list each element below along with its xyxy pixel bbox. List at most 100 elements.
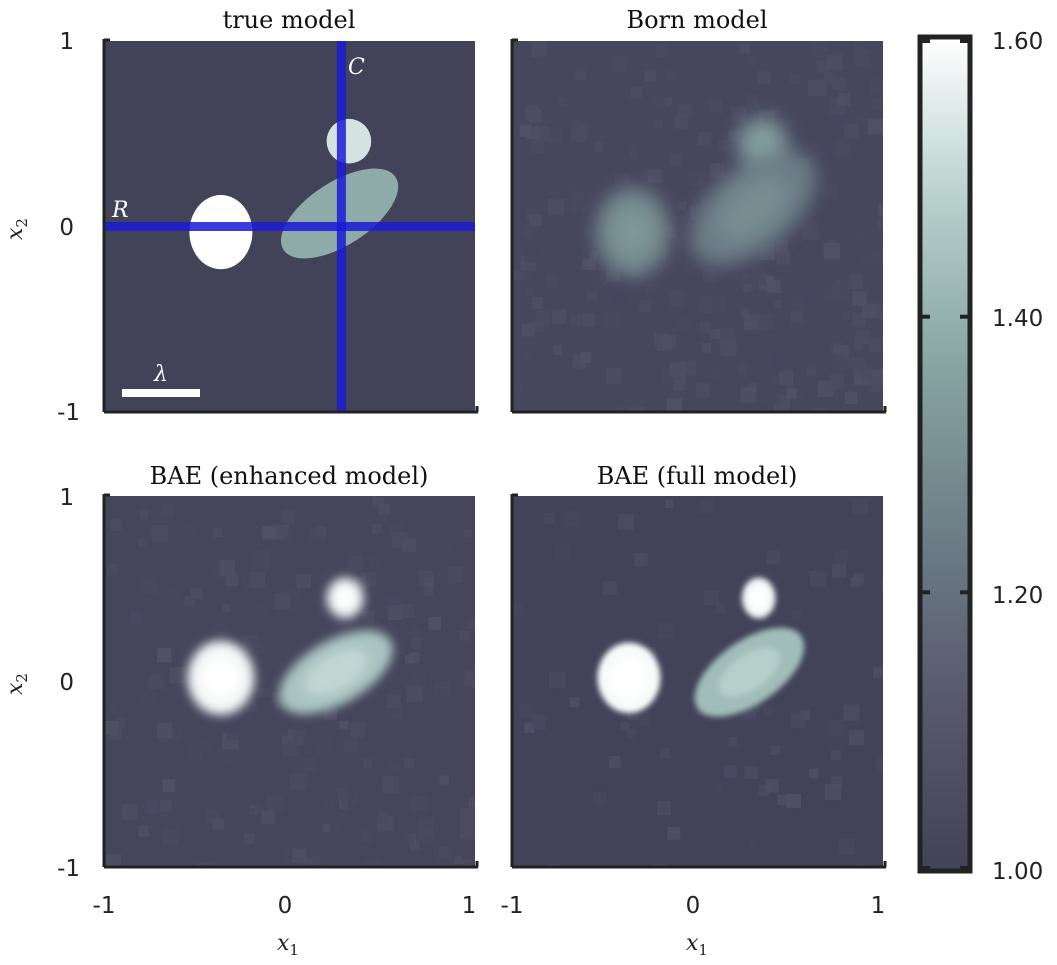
heatmap-marks	[104, 496, 475, 867]
heatmap-speckle	[794, 143, 803, 152]
heatmap-speckle	[710, 295, 727, 311]
heatmap-speckle	[304, 857, 321, 867]
heatmap-background	[512, 496, 883, 867]
inclusion-core	[719, 647, 780, 697]
heatmap-speckle	[646, 283, 657, 294]
heatmap-speckle	[184, 596, 195, 607]
heatmap-speckle	[861, 303, 877, 318]
heatmap-speckle	[757, 70, 771, 84]
heatmap-speckle	[745, 54, 758, 66]
heatmap-speckle	[179, 780, 189, 790]
heatmap-speckle	[743, 706, 757, 720]
heatmap-speckle	[318, 738, 333, 754]
heatmap-speckle	[406, 685, 423, 702]
heatmap-speckle	[387, 605, 403, 620]
heatmap-speckle	[262, 526, 276, 540]
heatmap-speckle	[667, 827, 681, 840]
y-tick-label: 1	[59, 485, 74, 511]
heatmap-speckle	[779, 371, 794, 386]
heatmap-speckle	[138, 539, 147, 548]
inclusion-core	[334, 586, 356, 610]
heatmap-speckle	[146, 654, 156, 663]
heatmap-speckle	[316, 526, 327, 536]
heatmap-speckle	[524, 722, 535, 733]
heatmap-speckle	[438, 847, 451, 859]
colorbar: 1.60 1.40 1.20 1.00	[917, 29, 1043, 885]
heatmap-speckle	[741, 308, 751, 319]
heatmap-speckle	[878, 203, 883, 216]
heatmap-speckle	[811, 407, 826, 412]
heatmap-speckle	[534, 126, 550, 142]
heatmap-speckle	[244, 834, 255, 845]
heatmap-speckle	[633, 115, 642, 125]
heatmap-speckle	[324, 797, 335, 808]
heatmap-speckle	[548, 128, 563, 142]
heatmap-speckle	[519, 703, 534, 718]
heatmap-speckle	[245, 701, 257, 713]
heatmap-speckle	[392, 531, 409, 549]
panel-bae-full: BAE (full model)	[510, 462, 887, 869]
heatmap-speckle	[289, 773, 307, 790]
heatmap-speckle	[303, 758, 316, 772]
heatmap-speckle	[275, 593, 291, 610]
heatmap-speckle	[130, 611, 142, 624]
heatmap-speckle	[810, 79, 827, 97]
inclusion-mark	[189, 195, 253, 270]
heatmap-speckle	[669, 153, 682, 166]
heatmap-speckle	[739, 43, 750, 54]
heatmap-speckle	[657, 801, 672, 816]
heatmap-speckle	[169, 667, 186, 684]
heatmap-speckle	[382, 776, 399, 794]
heatmap-speckle	[662, 98, 672, 107]
inclusion-core	[611, 658, 647, 698]
heatmap-speckle	[852, 498, 869, 515]
heatmap-speckle	[614, 291, 627, 304]
heatmap-speckle	[531, 297, 544, 309]
heatmap-speckle	[808, 768, 819, 779]
heatmap-speckle	[845, 391, 858, 404]
heatmap-speckle	[157, 648, 172, 663]
heatmap-speckle	[709, 99, 723, 113]
heatmap-speckle	[797, 394, 806, 404]
heatmap-speckle	[170, 798, 183, 811]
heatmap-speckle	[190, 587, 203, 600]
heatmap-speckle	[589, 250, 598, 259]
inclusion-core	[749, 586, 768, 610]
heatmap-speckle	[673, 89, 690, 105]
axes-frame	[102, 38, 479, 414]
heatmap-speckle	[531, 41, 547, 58]
heatmap-speckle	[660, 748, 670, 759]
heatmap-speckle	[873, 667, 883, 679]
heatmap-speckle	[410, 672, 427, 688]
y-tick-label: -1	[57, 400, 80, 426]
heatmap-speckle	[364, 858, 380, 867]
heatmap-speckle	[650, 93, 667, 109]
heatmap-speckle	[634, 553, 648, 566]
heatmap-speckle	[121, 803, 138, 821]
heatmap-speckle	[813, 260, 828, 276]
heatmap-speckle	[362, 610, 375, 623]
axis-labels: x1 x1 x2 x2	[3, 218, 708, 959]
heatmap-speckle	[629, 148, 639, 158]
y-tick-label: 0	[59, 215, 74, 241]
heatmap-speckle	[603, 581, 617, 595]
heatmap-speckle	[790, 713, 806, 729]
heatmap-speckle	[806, 366, 816, 376]
heatmap-speckle	[833, 342, 843, 353]
heatmap-speckle	[678, 245, 692, 260]
heatmap-speckle	[638, 117, 653, 132]
heatmap-speckle	[526, 200, 540, 214]
heatmap-speckle	[664, 70, 676, 82]
heatmap-speckle	[872, 97, 883, 111]
heatmap-speckle	[868, 376, 883, 392]
heatmap-speckle	[560, 296, 577, 313]
heatmap-speckle	[738, 365, 748, 375]
heatmap-speckle	[525, 91, 535, 101]
heatmap-speckle	[860, 252, 874, 267]
heatmap-speckle	[350, 722, 366, 738]
heatmap-speckle	[151, 524, 169, 542]
heatmap-speckle	[109, 519, 122, 531]
heatmap-marks	[512, 498, 883, 867]
heatmap-speckle	[723, 765, 737, 779]
heatmap-speckle	[330, 820, 340, 830]
